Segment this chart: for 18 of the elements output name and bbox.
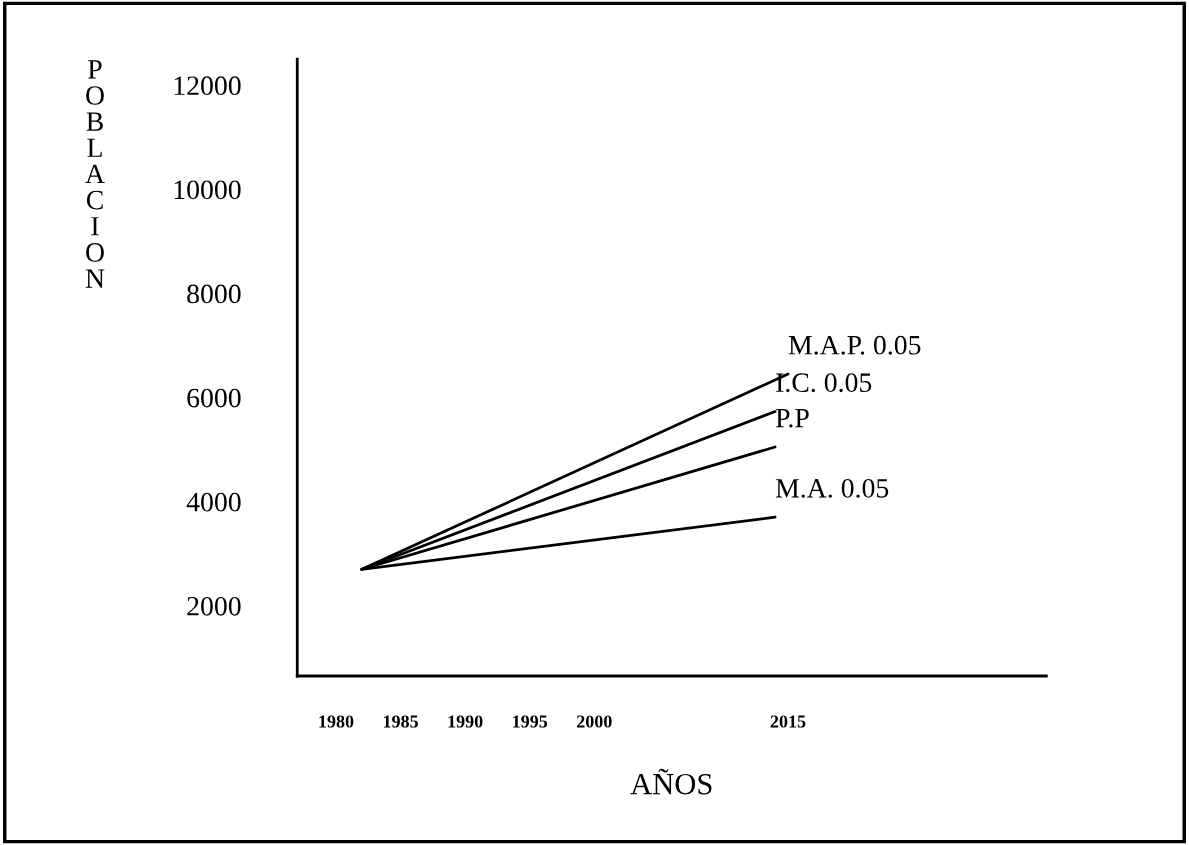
y-tick-label: 2000	[187, 596, 241, 616]
series-label: M.A.P. 0.05	[788, 335, 921, 355]
y-tick-label: 12000	[174, 76, 241, 96]
y-tick-label: 6000	[187, 388, 241, 408]
x-tick-label: 1990	[448, 715, 483, 728]
y-tick-label: 10000	[174, 180, 241, 200]
x-tick-label: 1980	[319, 715, 354, 728]
x-tick-label: 1985	[383, 715, 418, 728]
text: POBLACION	[85, 60, 105, 288]
x-tick-label: 2015	[770, 715, 806, 728]
series-label: I.C. 0.05	[776, 373, 872, 393]
series-label: M.A. 0.05	[775, 478, 889, 498]
y-tick-label: 8000	[187, 284, 241, 304]
x-tick-label: 1995	[513, 715, 548, 728]
y-tick-label: 4000	[186, 492, 241, 512]
x-axis-title: AÑOS	[630, 768, 712, 795]
x-tick-label: 2000	[577, 715, 612, 728]
series-label: P.P	[775, 408, 809, 428]
